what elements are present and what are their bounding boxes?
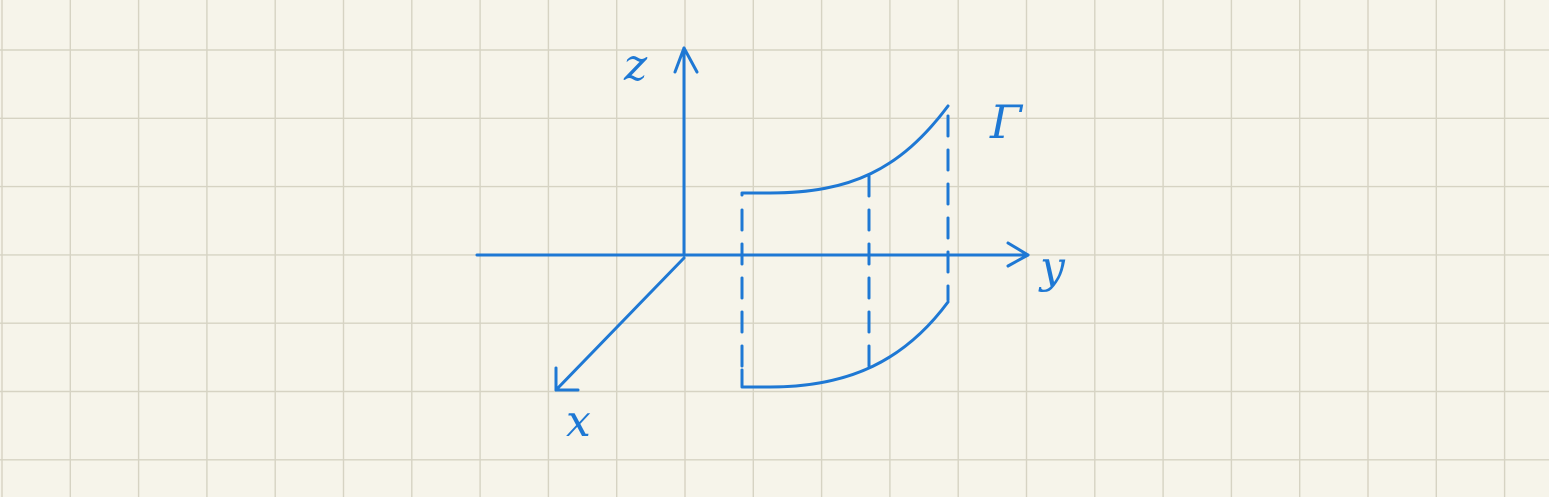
- z-axis-arrowhead: [673, 46, 699, 74]
- coordinate-axes: [475, 46, 1030, 392]
- curve-gamma: [740, 104, 950, 389]
- lower-curve: [740, 300, 950, 389]
- x-axis-arrowhead: [554, 366, 580, 392]
- z-axis-label: z: [623, 40, 648, 91]
- curve-gamma-label: Γ: [989, 95, 1024, 149]
- upper-curve: [740, 104, 950, 197]
- x-axis: [554, 256, 686, 392]
- y-axis-label: y: [1038, 242, 1066, 293]
- x-axis-label: x: [566, 396, 591, 447]
- y-axis-arrowhead: [1006, 241, 1030, 268]
